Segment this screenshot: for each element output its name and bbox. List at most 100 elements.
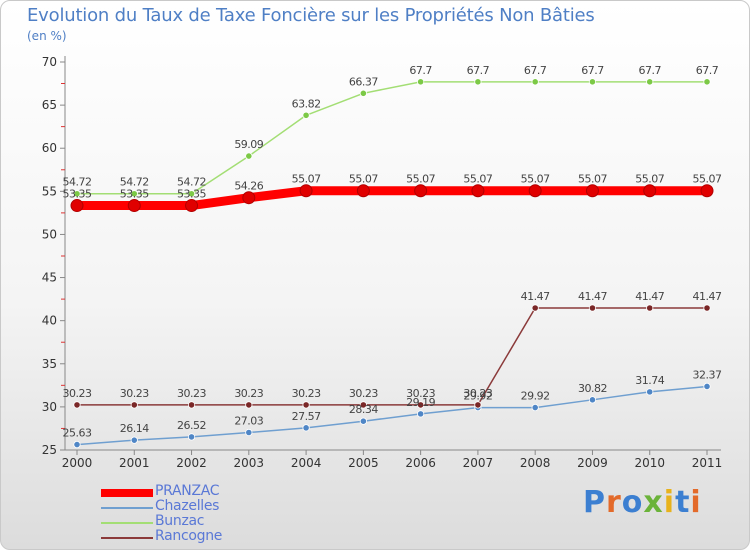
data-label-bunzac: 67.7: [467, 64, 490, 77]
data-label-pranzac: 55.07: [406, 173, 435, 186]
logo-letter: o: [621, 485, 644, 520]
axes: 25 30 35 40 45 50 55 60 65 70 2000 2001 2002 2003 2004…: [42, 55, 723, 470]
data-point-bunzac: [73, 190, 81, 198]
data-label-bunzac: 54.72: [177, 176, 206, 189]
series-line-rancogne: [76, 307, 708, 406]
data-label-rancogne: 41.47: [521, 290, 550, 303]
data-point-chazelles: [187, 433, 196, 441]
legend-label: PRANZAC: [155, 483, 220, 499]
data-label-pranzac: 53.35: [63, 188, 92, 201]
data-label-rancogne: 41.47: [578, 290, 607, 303]
logo-letter: i: [690, 485, 702, 520]
data-label-chazelles: 26.14: [120, 422, 149, 435]
y-tick-label: 25: [42, 443, 57, 457]
data-point-chazelles: [302, 424, 310, 432]
data-point-chazelles: [417, 410, 425, 418]
data-point-chazelles: [359, 417, 367, 425]
data-label-pranzac: 55.07: [635, 173, 664, 186]
legend-label: Chazelles: [155, 498, 220, 514]
data-label-chazelles: 29.19: [406, 396, 435, 409]
data-point-pranzac: [700, 184, 714, 198]
data-point-bunzac: [130, 190, 138, 198]
x-tick-label: 2000: [62, 456, 93, 470]
legend-item-chazelles: Chazelles: [101, 498, 301, 515]
y-tick-label: 50: [42, 227, 57, 241]
data-point-bunzac: [187, 190, 196, 198]
data-label-bunzac: 63.82: [292, 97, 321, 110]
x-tick-label: 2003: [234, 456, 265, 470]
data-point-chazelles: [73, 440, 81, 449]
data-point-pranzac: [185, 199, 199, 213]
data-label-bunzac: 59.09: [234, 138, 263, 151]
series-lines: [72, 81, 712, 446]
legend-item-rancogne: Rancogne: [101, 528, 301, 545]
x-tick-label: 2011: [692, 456, 723, 470]
logo-letter: r: [606, 485, 622, 520]
data-point-bunzac: [588, 78, 597, 86]
data-point-chazelles: [703, 382, 711, 391]
data-label-chazelles: 32.37: [693, 368, 722, 381]
line-chart: 25 30 35 40 45 50 55 60 65 70 2000 2001 2002 2003 2004…: [42, 55, 723, 470]
legend-swatch: [101, 506, 153, 509]
legend-swatch: [101, 536, 153, 539]
data-point-chazelles: [588, 396, 597, 404]
series-line-pranzac: [72, 186, 712, 211]
data-point-bunzac: [703, 78, 711, 86]
data-point-bunzac: [531, 78, 539, 86]
legend-item-bunzac: Bunzac: [101, 513, 301, 530]
logo-letter: P: [583, 485, 606, 520]
data-label-chazelles: 27.57: [292, 410, 321, 423]
data-point-pranzac: [471, 184, 485, 198]
x-tick-label: 2010: [634, 456, 665, 470]
data-point-bunzac: [359, 89, 367, 97]
data-point-rancogne: [646, 304, 654, 312]
x-tick-label: 2005: [348, 456, 379, 470]
legend-label: Rancogne: [155, 528, 223, 544]
data-label-bunzac: 67.7: [638, 64, 661, 77]
data-label-rancogne: 41.47: [693, 290, 722, 303]
data-label-chazelles: 29.92: [521, 390, 550, 403]
x-tick-label: 2006: [405, 456, 436, 470]
data-point-rancogne: [302, 401, 310, 409]
series-line-chazelles: [76, 385, 708, 446]
data-point-chazelles: [646, 388, 654, 396]
data-label-pranzac: 54.26: [234, 180, 263, 193]
data-point-pranzac: [528, 184, 542, 198]
data-label-bunzac: 54.72: [120, 176, 149, 189]
data-label-rancogne: 30.23: [292, 387, 321, 400]
data-label-bunzac: 67.7: [524, 64, 547, 77]
data-label-pranzac: 53.35: [120, 188, 149, 201]
data-point-pranzac: [299, 184, 313, 198]
x-tick-label: 2001: [119, 456, 150, 470]
y-tick-label: 60: [42, 141, 57, 155]
data-label-chazelles: 26.52: [177, 419, 206, 432]
data-label-rancogne: 30.23: [406, 387, 435, 400]
data-label-bunzac: 67.7: [696, 64, 719, 77]
data-label-bunzac: 67.7: [409, 64, 432, 77]
y-tick-label: 70: [42, 55, 57, 69]
data-label-pranzac: 53.35: [177, 188, 206, 201]
x-tick-label: 2009: [577, 456, 608, 470]
data-point-chazelles: [130, 436, 138, 444]
data-label-rancogne: 30.23: [63, 387, 92, 400]
data-point-rancogne: [703, 304, 711, 312]
data-point-bunzac: [302, 111, 310, 119]
data-label-bunzac: 66.37: [349, 75, 378, 88]
data-point-rancogne: [588, 304, 597, 312]
y-axis-unit: (en %): [27, 29, 67, 43]
data-point-rancogne: [531, 304, 539, 312]
y-tick-label: 35: [42, 357, 57, 371]
data-label-chazelles: 25.63: [63, 427, 92, 440]
data-label-rancogne: 30.23: [177, 387, 206, 400]
data-label-pranzac: 55.07: [292, 173, 321, 186]
data-point-chazelles: [531, 403, 539, 412]
data-point-rancogne: [130, 401, 138, 409]
x-tick-label: 2007: [463, 456, 494, 470]
data-point-rancogne: [359, 401, 367, 409]
series-markers: [70, 78, 714, 449]
data-label-bunzac: 67.7: [581, 64, 604, 77]
data-label-pranzac: 55.07: [463, 173, 492, 186]
chart-title: Evolution du Taux de Taxe Foncière sur l…: [27, 5, 595, 26]
data-point-pranzac: [585, 184, 599, 198]
